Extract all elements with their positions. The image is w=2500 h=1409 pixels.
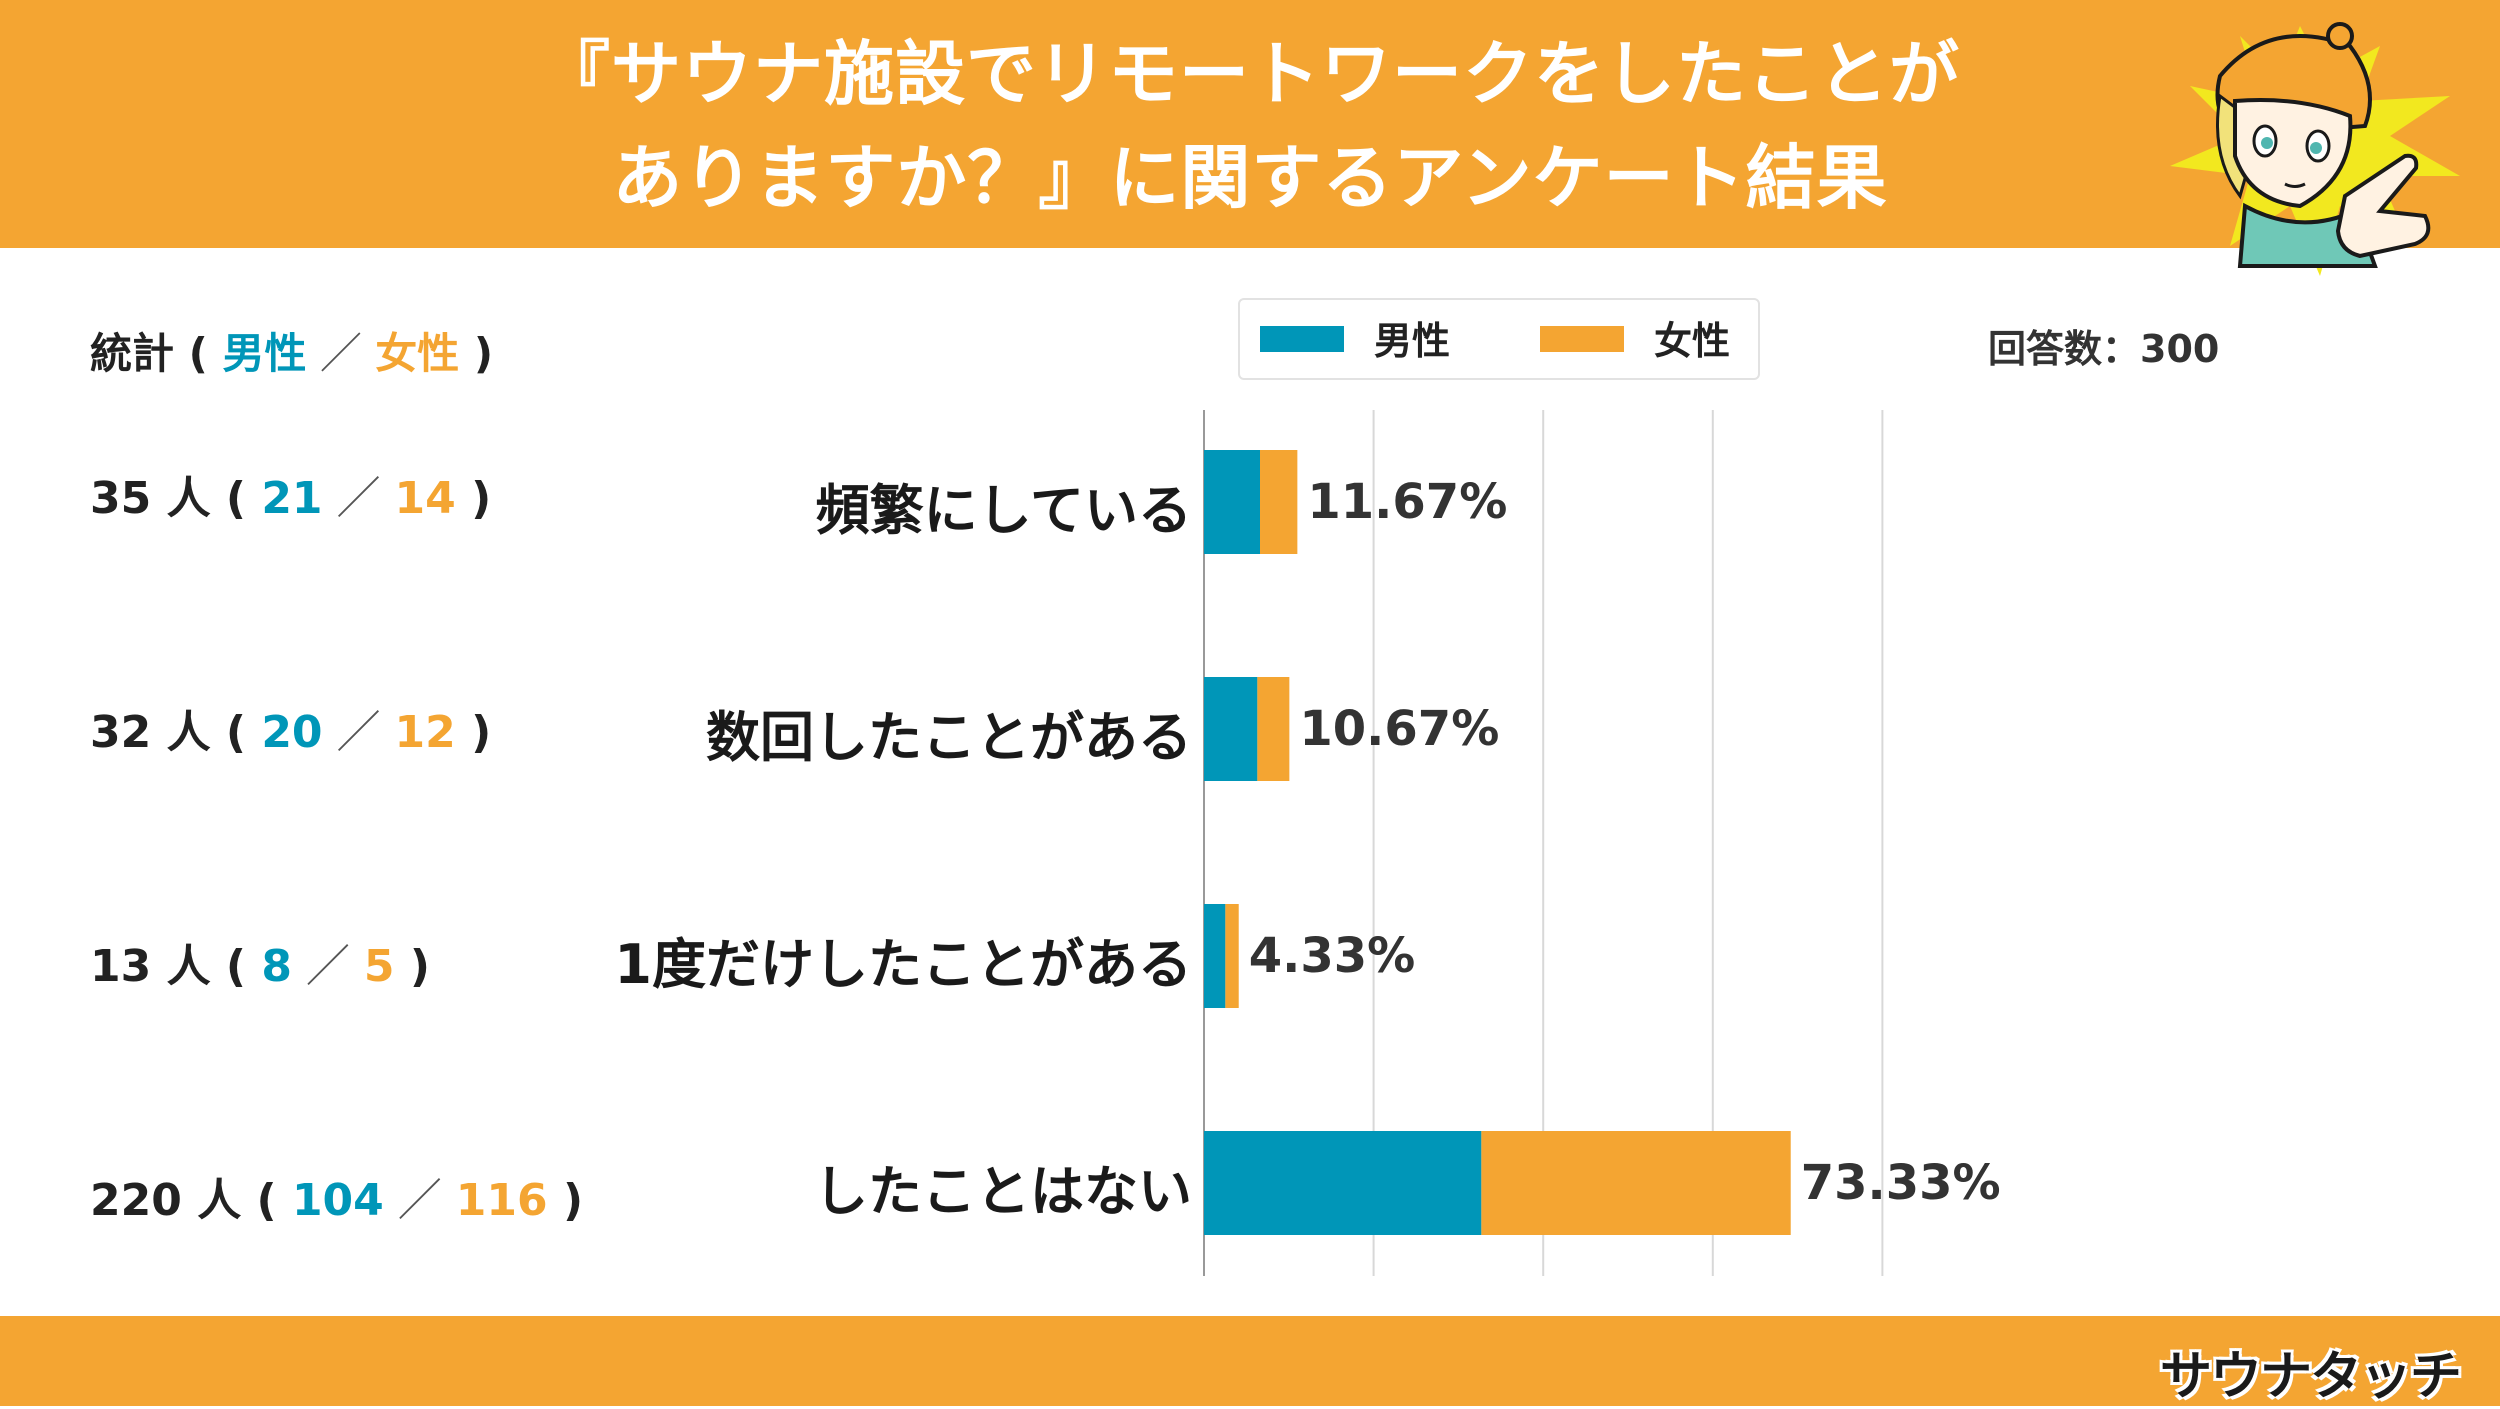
stats-male-count: 8 — [261, 941, 292, 992]
stats-male-label: 男性 — [222, 329, 307, 378]
data-label: 11.67% — [1307, 474, 1507, 530]
legend-label-male: 男性 — [1374, 319, 1451, 363]
data-label: 73.33% — [1801, 1155, 2001, 1211]
chart-legend: 男性 女性 — [1238, 298, 1760, 380]
bar-segment-female — [1225, 904, 1239, 1008]
stats-unit: 人 — [197, 1175, 242, 1226]
category-label: 頻繁にしている — [815, 479, 1192, 542]
data-label: 4.33% — [1249, 928, 1416, 984]
header-bar: 『サウナ施設でリモートワークをしたことが ありますか？』に関するアンケート結果 — [0, 0, 2500, 248]
stats-row: 220 人 ( 104 ／ 116 ) — [90, 1175, 584, 1226]
legend-label-female: 女性 — [1654, 319, 1731, 363]
stats-row: 35 人 ( 21 ／ 14 ) — [90, 473, 492, 524]
stats-female-count: 5 — [363, 941, 395, 992]
data-label: 10.67% — [1299, 701, 1499, 757]
bar-segment-male — [1204, 450, 1260, 554]
mascot-illustration — [2170, 22, 2460, 276]
category-label: 1度だけしたことがある — [614, 933, 1192, 996]
stats-female-count: 12 — [394, 707, 456, 758]
legend-swatch-male — [1260, 326, 1344, 352]
response-count: 回答数：300 — [1988, 327, 2220, 371]
stats-total: 220 — [90, 1175, 182, 1226]
stats-header: 統計 ( 男性 ／ 女性 ) — [90, 329, 494, 378]
bar-segment-male — [1204, 1131, 1482, 1235]
brand-logo: サウナタッチ — [2159, 1347, 2462, 1407]
stats-unit: 人 — [166, 473, 211, 524]
page-title-line-1: 『サウナ施設でリモートワークをしたことが — [540, 33, 1960, 115]
stats-female-count: 14 — [394, 473, 456, 524]
stats-total: 32 — [90, 707, 152, 758]
stats-female-count: 116 — [455, 1175, 548, 1226]
stats-male-count: 21 — [261, 473, 323, 524]
footer-bar: サウナタッチ — [0, 1316, 2500, 1407]
bar-segment-male — [1204, 904, 1226, 1008]
bar-segment-female — [1260, 450, 1298, 554]
stats-male-count: 20 — [261, 707, 323, 758]
stats-total: 35 — [90, 473, 152, 524]
stats-row: 13 人 ( 8 ／ 5 ) — [90, 941, 430, 992]
stats-female-label: 女性 — [375, 329, 460, 378]
bar-segment-male — [1204, 677, 1258, 781]
page-title-line-2: ありますか？』に関するアンケート結果 — [612, 137, 1888, 219]
stats-unit: 人 — [166, 941, 211, 992]
legend-swatch-female — [1540, 326, 1624, 352]
stats-male-count: 104 — [291, 1175, 384, 1226]
category-label: したことはない — [814, 1160, 1192, 1223]
category-label: 数回したことがある — [706, 706, 1192, 769]
stats-unit: 人 — [166, 707, 211, 758]
bar-segment-female — [1481, 1131, 1791, 1235]
stats-total: 13 — [90, 941, 152, 992]
stats-row: 32 人 ( 20 ／ 12 ) — [90, 707, 492, 758]
stats-title: 統計 — [90, 329, 175, 378]
bar-segment-female — [1257, 677, 1290, 781]
